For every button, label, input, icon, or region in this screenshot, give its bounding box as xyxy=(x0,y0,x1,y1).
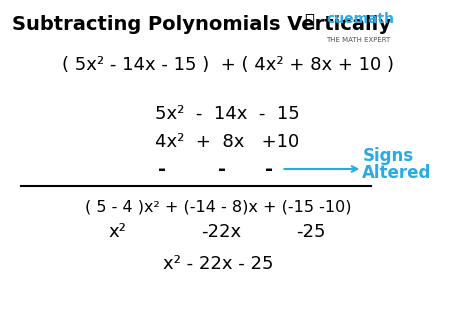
Text: THE MATH EXPERT: THE MATH EXPERT xyxy=(327,37,391,43)
Text: -: - xyxy=(218,161,226,179)
Text: ( 5 - 4 )x² + (-14 - 8)x + (-15 -10): ( 5 - 4 )x² + (-14 - 8)x + (-15 -10) xyxy=(85,200,352,215)
Text: cuemath: cuemath xyxy=(327,12,394,26)
Text: x² - 22x - 25: x² - 22x - 25 xyxy=(163,255,274,273)
Text: -: - xyxy=(158,161,166,179)
Text: -25: -25 xyxy=(296,224,325,241)
Text: Altered: Altered xyxy=(362,164,432,182)
Text: 5x²  -  14x  -  15: 5x² - 14x - 15 xyxy=(155,105,300,123)
Text: -22x: -22x xyxy=(201,224,241,241)
Text: Signs: Signs xyxy=(362,147,413,165)
Text: 🚀: 🚀 xyxy=(304,12,314,30)
Text: -: - xyxy=(265,161,273,179)
Text: ( 5x² - 14x - 15 )  + ( 4x² + 8x + 10 ): ( 5x² - 14x - 15 ) + ( 4x² + 8x + 10 ) xyxy=(62,56,393,74)
Text: Subtracting Polynomials Vertically: Subtracting Polynomials Vertically xyxy=(12,15,391,34)
Text: 4x²  +  8x   +10: 4x² + 8x +10 xyxy=(155,133,300,151)
Text: x²: x² xyxy=(109,224,127,241)
